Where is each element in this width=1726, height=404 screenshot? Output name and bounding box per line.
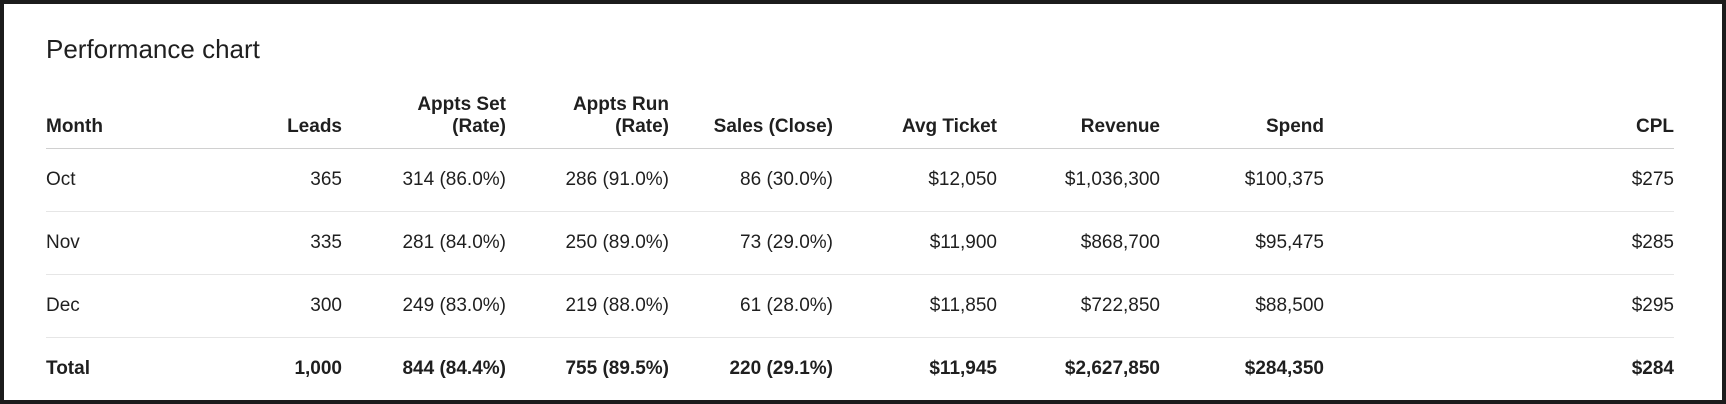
cell-total-spend: $284,350 bbox=[1244, 358, 1324, 379]
cell-avg-ticket: $12,050 bbox=[833, 148, 997, 212]
total-row: Total 1,000 844 (84.4%) 755 (89.5%) 220 … bbox=[46, 338, 1674, 401]
cell-total-appts-set: 844 (84.4%) bbox=[402, 358, 506, 379]
cell-total-cpl: $284 bbox=[1631, 358, 1674, 379]
cell-month: Dec bbox=[46, 274, 166, 338]
cell-total-avg-ticket: $11,945 bbox=[929, 358, 997, 379]
cell-leads: 335 bbox=[166, 211, 342, 275]
cell-leads: 300 bbox=[166, 274, 342, 338]
cell-leads: 365 bbox=[166, 148, 342, 212]
cell-sales: 61 (28.0%) bbox=[669, 274, 833, 338]
column-header-avg-ticket: Avg Ticket bbox=[833, 82, 997, 149]
cell-revenue: $1,036,300 bbox=[997, 148, 1160, 212]
cell-spend: $95,475 bbox=[1160, 211, 1324, 275]
cell-cpl: $285 bbox=[1324, 211, 1674, 275]
cell-cpl: $275 bbox=[1324, 148, 1674, 212]
column-header-appts-run: Appts Run (Rate) bbox=[506, 82, 669, 149]
panel-title: Performance chart bbox=[46, 34, 260, 64]
performance-panel: Performance chart Month Leads Appts Set(… bbox=[4, 4, 1722, 400]
table-row: Oct 365 314 (86.0%) 286 (91.0%) 86 (30.0… bbox=[46, 148, 1674, 212]
cell-revenue: $722,850 bbox=[997, 274, 1160, 338]
cell-appts-set: 314 (86.0%) bbox=[342, 148, 506, 212]
cell-avg-ticket: $11,850 bbox=[833, 274, 997, 338]
cell-avg-ticket: $11,900 bbox=[833, 211, 997, 275]
cell-sales: 73 (29.0%) bbox=[669, 211, 833, 275]
cell-total-appts-run: 755 (89.5%) bbox=[565, 358, 669, 379]
header-row: Month Leads Appts Set (Rate) Appts Run (Ra… bbox=[46, 82, 1674, 149]
column-header-leads: Leads bbox=[166, 82, 342, 149]
cell-appts-run: 286 (91.0%) bbox=[506, 148, 669, 212]
cell-spend: $100,375 bbox=[1160, 148, 1324, 212]
cell-total-revenue: $2,627,850 bbox=[1064, 358, 1160, 379]
cell-appts-set: 249 (83.0%) bbox=[342, 274, 506, 338]
cell-appts-run: 250 (89.0%) bbox=[506, 211, 669, 275]
cell-revenue: $868,700 bbox=[997, 211, 1160, 275]
cell-month: Nov bbox=[46, 211, 166, 275]
cell-month: Oct bbox=[46, 148, 166, 212]
cell-cpl: $295 bbox=[1324, 274, 1674, 338]
column-header-spend: Spend bbox=[1160, 82, 1324, 149]
cell-appts-run: 219 (88.0%) bbox=[506, 274, 669, 338]
column-header-revenue: Revenue bbox=[997, 82, 1160, 149]
cell-total-label: Total bbox=[46, 358, 90, 379]
cell-appts-set: 281 (84.0%) bbox=[342, 211, 506, 275]
column-header-appts-set: Appts Set (Rate) bbox=[342, 82, 506, 149]
cell-spend: $88,500 bbox=[1160, 274, 1324, 338]
cell-total-sales: 220 (29.1%) bbox=[729, 358, 833, 379]
performance-table: Month Leads Appts Set (Rate) Appts Run (Ra… bbox=[46, 82, 1674, 400]
column-header-month: Month bbox=[46, 82, 166, 149]
column-header-cpl: CPL bbox=[1324, 82, 1674, 149]
column-header-sales: Sales (Close) bbox=[669, 82, 833, 149]
table-row: Dec 300 249 (83.0%) 219 (88.0%) 61 (28.0… bbox=[46, 274, 1674, 338]
cell-total-leads: 1,000 bbox=[294, 358, 342, 379]
cell-sales: 86 (30.0%) bbox=[669, 148, 833, 212]
table-row: Nov 335 281 (84.0%) 250 (89.0%) 73 (29.0… bbox=[46, 211, 1674, 275]
